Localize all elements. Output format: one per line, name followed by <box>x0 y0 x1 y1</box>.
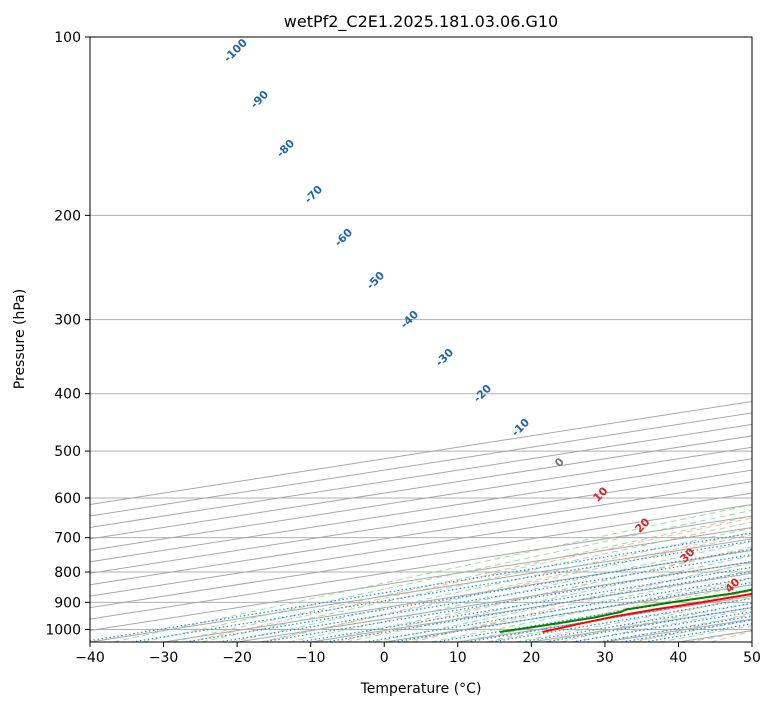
x-tick-label: 40 <box>670 650 688 666</box>
y-tick-label: 800 <box>54 565 81 581</box>
plot-frame <box>89 36 753 643</box>
x-tick-label: −10 <box>296 650 326 666</box>
mixing-ratio-line-0.2 <box>131 540 752 642</box>
isotherm--100 <box>90 469 752 574</box>
y-tick-label: 300 <box>54 313 81 329</box>
mixing-ratio-line-0.4 <box>185 548 752 642</box>
x-tick-label: 10 <box>449 650 467 666</box>
x-tick-label: 20 <box>522 650 540 666</box>
isotherm--60 <box>90 515 752 620</box>
y-tick-label: 400 <box>54 387 81 403</box>
moist-adiabat <box>259 534 752 642</box>
mixing-ratio-line-1 <box>262 560 752 642</box>
isotherm--70 <box>90 504 752 609</box>
x-tick-label: 0 <box>380 650 389 666</box>
moist-adiabat <box>142 509 752 642</box>
x-axis-label: Temperature (°C) <box>360 681 482 697</box>
mixing-ratio-line-13 <box>521 602 752 642</box>
y-axis-label: Pressure (hPa) <box>12 289 28 389</box>
y-tick-label: 500 <box>54 444 81 460</box>
y-tick-label: 1000 <box>45 622 81 638</box>
isotherm--120 <box>90 446 752 551</box>
x-tick-label: 30 <box>596 650 614 666</box>
isotherm--110 <box>90 458 752 563</box>
x-tick-label: −40 <box>75 650 105 666</box>
background-lines <box>90 37 752 642</box>
y-tick-label: 900 <box>54 595 81 611</box>
x-tick-label: 50 <box>743 650 761 666</box>
moist-adiabat <box>230 527 752 642</box>
isotherm--90 <box>90 481 752 586</box>
x-axis: −40 −30 −20 −10 0 10 20 30 40 50 <box>75 642 761 666</box>
y-tick-label: 200 <box>54 208 81 224</box>
moist-adiabat <box>201 521 752 642</box>
isotherm--40 <box>90 538 752 642</box>
isotherm--80 <box>90 492 752 597</box>
mixing-ratio-line-0.6 <box>218 554 752 642</box>
x-tick-label: −30 <box>149 650 179 666</box>
y-tick-label: 100 <box>54 30 81 46</box>
moist-adiabat <box>172 515 752 642</box>
y-axis: 100 200 300 400 500 600 700 800 900 1000 <box>45 30 90 638</box>
chart-title: wetPf2_C2E1.2025.181.03.06.G10 <box>284 12 558 32</box>
x-tick-label: −20 <box>222 650 252 666</box>
y-tick-label: 600 <box>54 491 81 507</box>
y-tick-label: 700 <box>54 531 81 547</box>
plot-area: 0.10.20.40.611.52346810131620253036-100-… <box>90 37 752 642</box>
mixing-ratio-line-16 <box>545 606 752 642</box>
mixing-ratio-line-8 <box>466 593 752 642</box>
mixing-ratio-line-10 <box>491 597 752 642</box>
